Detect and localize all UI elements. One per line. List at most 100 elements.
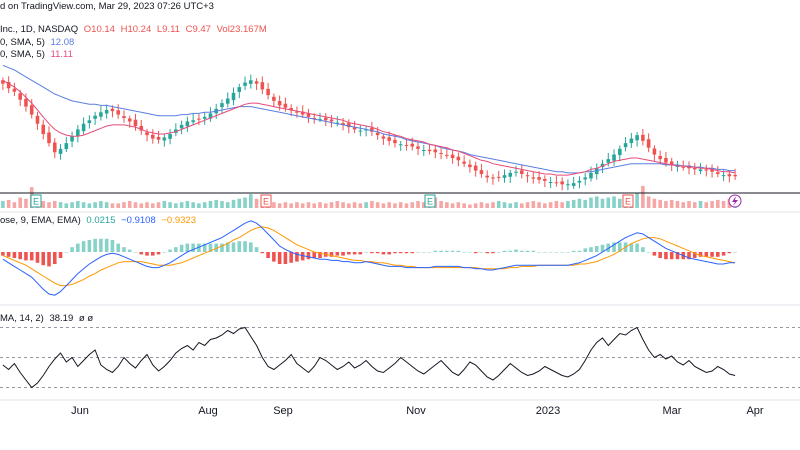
macd-histogram-bar: [358, 252, 363, 255]
macd-histogram-bar: [658, 252, 662, 258]
macd-histogram-bar: [508, 250, 513, 252]
macd-histogram-bar: [589, 247, 593, 252]
candle-body: [635, 135, 639, 141]
volume-bar: [1, 201, 5, 208]
candle-body: [496, 176, 501, 178]
candle-body: [514, 171, 518, 173]
volume-bar: [237, 198, 242, 208]
macd-histogram-bar: [433, 250, 438, 252]
volume-bar: [12, 202, 17, 208]
volume-bar: [249, 194, 253, 208]
macd-histogram-bar: [629, 243, 634, 252]
volume-bar: [479, 202, 484, 208]
volume-bar: [681, 202, 686, 208]
candle-body: [104, 110, 109, 114]
candle-body: [479, 170, 484, 174]
candle-body: [358, 130, 363, 132]
macd-histogram-bar: [537, 252, 541, 253]
ohlc-open: O10.14: [83, 24, 115, 35]
candle-body: [404, 144, 409, 146]
macd-histogram-bar: [583, 248, 587, 252]
macd-histogram-bar: [456, 250, 461, 252]
volume-bar: [554, 201, 559, 208]
price-pane: [0, 64, 800, 401]
volume-bar: [110, 203, 115, 208]
macd-histogram-bar: [641, 247, 645, 252]
candle-body: [272, 96, 276, 101]
macd-histogram-bar: [502, 250, 507, 252]
macd-histogram-bar: [727, 252, 732, 254]
candle-body: [41, 124, 46, 134]
macd-histogram-bar: [243, 241, 247, 252]
macd-histogram-bar: [283, 252, 288, 264]
volume-bar: [393, 203, 397, 208]
volume-bar: [508, 203, 513, 208]
macd-histogram-bar: [335, 252, 340, 256]
macd-histogram-bar: [174, 247, 178, 252]
volume-bar: [473, 203, 478, 208]
macd-histogram-bar: [6, 252, 11, 257]
macd-histogram-bar: [364, 252, 368, 253]
candle-body: [669, 161, 674, 165]
macd-histogram-bar: [24, 252, 28, 261]
volume-bar: [58, 202, 63, 208]
volume-bar: [47, 202, 51, 208]
macd-histogram-bar: [496, 252, 501, 253]
macd-histogram-bar: [554, 252, 559, 253]
macd-histogram-bar: [352, 252, 357, 255]
macd-histogram-bar: [664, 252, 668, 260]
macd-histogram-bar: [329, 252, 334, 257]
volume-bar: [381, 203, 386, 208]
macd-histogram-bar: [300, 252, 305, 261]
volume-bar: [646, 196, 651, 208]
candle-body: [24, 98, 28, 107]
volume-bar: [104, 202, 109, 208]
candle-body: [70, 136, 74, 142]
volume-bar: [577, 198, 582, 208]
macd-histogram-bar: [479, 252, 484, 253]
candle-body: [18, 93, 22, 100]
sma-slow-line: [2, 64, 736, 174]
volume-bar: [323, 203, 328, 208]
volume-bar: [600, 198, 605, 208]
candle-body: [727, 174, 732, 177]
earnings-marker-box: [30, 194, 42, 208]
candle-body: [566, 184, 570, 186]
macd-histogram-bar: [87, 240, 92, 252]
candle-body: [543, 179, 547, 181]
volume-bar: [669, 199, 674, 208]
volume-bar: [208, 201, 213, 208]
macd-histogram-bar: [99, 238, 103, 252]
macd-histogram-bar: [12, 252, 17, 258]
volume-bar: [122, 202, 126, 208]
candle-body: [692, 167, 697, 170]
volume-bar: [254, 198, 259, 208]
candle-body: [468, 164, 472, 168]
macd-histogram-bar: [29, 252, 34, 261]
macd-histogram-bar: [652, 252, 657, 256]
macd-histogram-bar: [202, 243, 207, 252]
candle-body: [646, 139, 651, 148]
candle-body: [1, 80, 5, 84]
lightning-icon-bolt: [732, 196, 738, 206]
candle-body: [571, 183, 576, 186]
macd-histogram-bar: [733, 252, 737, 253]
macd-histogram-bar: [721, 252, 726, 256]
volume-bar: [191, 202, 195, 208]
symbol-label: Inc., 1D, NASDAQ: [0, 24, 79, 35]
candle-body: [652, 148, 657, 155]
volume-bar: [485, 203, 489, 208]
volume-bar: [531, 201, 536, 208]
candle-body: [243, 82, 247, 86]
volume-bar: [41, 201, 46, 208]
volume-bar: [127, 201, 132, 208]
legend-rsi: MA, 14, 2) 38.19 ø ø: [0, 313, 96, 325]
published-text: d on TradingView.com, Mar 29, 2023 07:26…: [0, 1, 214, 12]
volume-bar: [658, 199, 662, 208]
volume-bar: [197, 203, 201, 208]
ohlc-close: C9.47: [185, 24, 211, 35]
candle-body: [352, 127, 357, 130]
macd-histogram-bar: [272, 252, 276, 262]
candle-body: [300, 111, 305, 115]
